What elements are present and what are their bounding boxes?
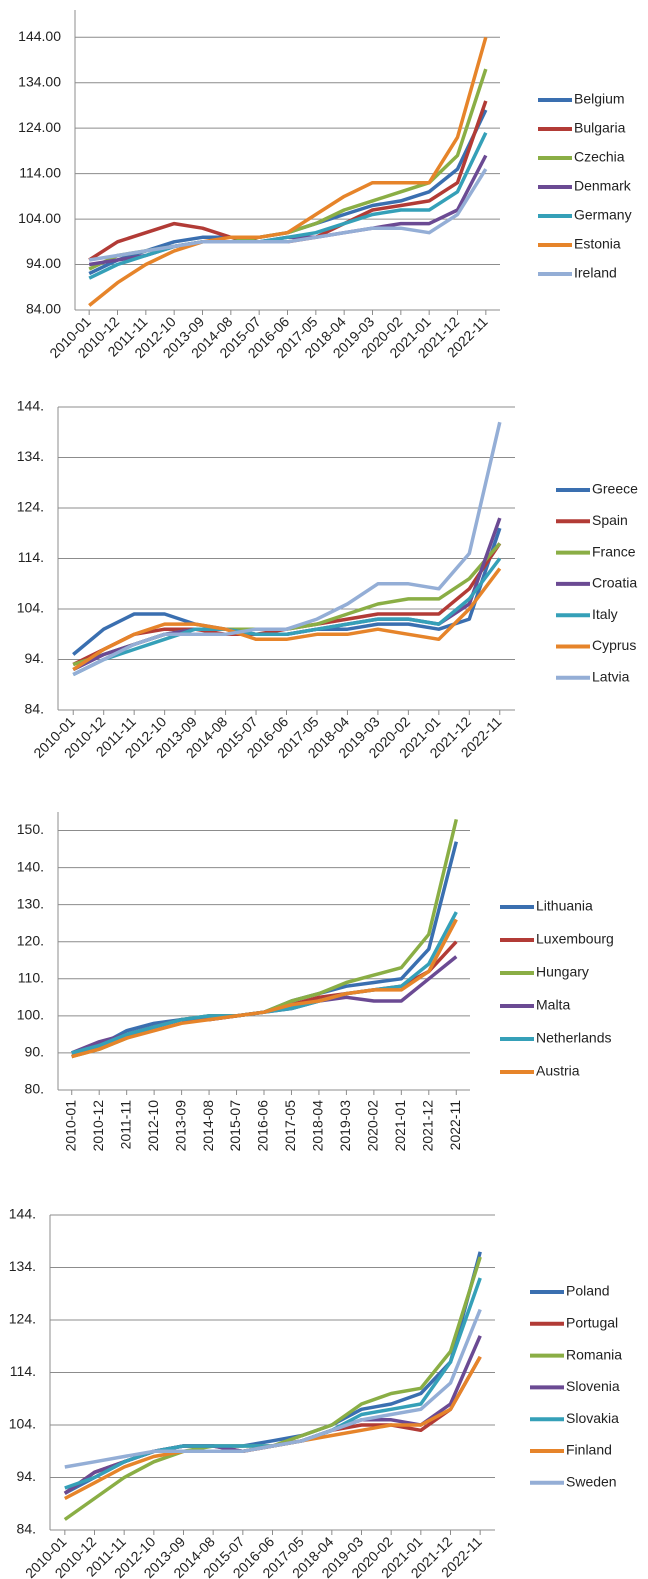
legend-label: Belgium <box>574 91 625 107</box>
legend-label: France <box>592 543 636 559</box>
series-line <box>72 567 502 672</box>
y-tick-label: 150. <box>17 821 44 837</box>
legend-label: Cyprus <box>592 637 636 653</box>
y-tick-label: 94. <box>17 1468 36 1484</box>
y-tick-label: 134. <box>9 1258 36 1274</box>
series-line <box>71 841 458 1059</box>
legend-label: Greece <box>592 481 638 497</box>
series-line <box>63 1335 482 1495</box>
x-tick-label: 2010-12 <box>90 1100 106 1152</box>
y-tick-label: 144. <box>17 398 44 414</box>
legend-label: Lithuania <box>536 898 593 914</box>
y-tick-label: 104.00 <box>18 210 61 226</box>
x-tick-label: 2010-01 <box>62 1100 78 1152</box>
legend-label: Finland <box>566 1442 612 1458</box>
series-line <box>72 542 502 667</box>
x-tick-label: 2020-02 <box>365 1100 381 1152</box>
legend-label: Netherlands <box>536 1030 612 1046</box>
legend-label: Croatia <box>592 575 637 591</box>
legend-label: Germany <box>574 207 632 223</box>
legend-label: Denmark <box>574 178 632 194</box>
x-tick-label: 2012-10 <box>145 1100 161 1152</box>
series-line <box>72 421 502 677</box>
y-tick-label: 104. <box>17 600 44 616</box>
legend-label: Austria <box>536 1063 580 1079</box>
y-tick-label: 144. <box>9 1206 36 1222</box>
x-tick-label: 2016-06 <box>255 1100 271 1152</box>
y-tick-label: 114. <box>18 549 44 565</box>
legend-label: Luxembourg <box>536 931 614 947</box>
x-tick-label: 2022-11 <box>447 1100 463 1151</box>
x-tick-label: 2017-05 <box>282 1100 298 1152</box>
x-tick-label: 2015-07 <box>227 1100 243 1152</box>
series-line <box>88 131 488 280</box>
y-tick-label: 100. <box>17 1007 44 1023</box>
series-line <box>71 818 459 1059</box>
legend-label: Malta <box>536 997 570 1013</box>
y-tick-label: 84. <box>17 1521 36 1537</box>
legend-label: Latvia <box>592 669 630 685</box>
y-tick-label: 124. <box>17 499 44 515</box>
y-tick-label: 130. <box>17 895 44 911</box>
y-tick-label: 104. <box>9 1416 36 1432</box>
y-tick-label: 90. <box>25 1044 44 1060</box>
series-line <box>64 1308 482 1469</box>
legend-label: Italy <box>592 606 618 622</box>
legend-label: Romania <box>566 1346 622 1362</box>
x-tick-label: 2021-01 <box>392 1100 408 1152</box>
y-tick-label: 144.00 <box>18 28 61 44</box>
legend-label: Czechia <box>574 149 625 165</box>
y-tick-label: 140. <box>17 858 44 874</box>
series-line <box>88 168 488 262</box>
y-tick-label: 134. <box>17 448 44 464</box>
y-tick-label: 124. <box>9 1311 36 1327</box>
y-tick-label: 110. <box>18 970 44 986</box>
series-line <box>72 542 502 667</box>
y-tick-label: 84. <box>25 701 44 717</box>
y-tick-label: 114. <box>10 1363 36 1379</box>
legend-label: Ireland <box>574 265 617 281</box>
x-tick-label: 2013-09 <box>172 1100 188 1152</box>
y-tick-label: 94.00 <box>26 255 61 271</box>
legend-label: Sweden <box>566 1474 617 1490</box>
y-tick-label: 124.00 <box>18 119 61 135</box>
x-tick-label: 2019-03 <box>337 1100 353 1152</box>
legend-label: Slovakia <box>566 1410 619 1426</box>
y-tick-label: 94. <box>25 650 44 666</box>
series-line <box>88 36 488 307</box>
x-tick-label: 2014-08 <box>200 1100 216 1152</box>
legend-label: Poland <box>566 1283 610 1299</box>
legend-label: Portugal <box>566 1315 618 1331</box>
legend-label: Bulgaria <box>574 120 626 136</box>
x-tick-label: 2018-04 <box>310 1100 326 1152</box>
legend-label: Hungary <box>536 964 589 980</box>
y-tick-label: 80. <box>25 1081 44 1097</box>
series-line <box>88 68 488 271</box>
y-tick-label: 84.00 <box>26 301 61 317</box>
legend-label: Slovenia <box>566 1378 620 1394</box>
x-tick-label: 2011-11 <box>117 1100 133 1150</box>
legend-label: Spain <box>592 512 628 528</box>
y-tick-label: 134.00 <box>18 73 61 89</box>
series-line <box>72 557 502 677</box>
legend-label: Estonia <box>574 236 621 252</box>
x-tick-label: 2021-12 <box>420 1100 436 1152</box>
y-tick-label: 120. <box>17 932 44 948</box>
series-line <box>71 918 458 1059</box>
series-line <box>63 1256 482 1521</box>
y-tick-label: 114.00 <box>19 164 61 180</box>
